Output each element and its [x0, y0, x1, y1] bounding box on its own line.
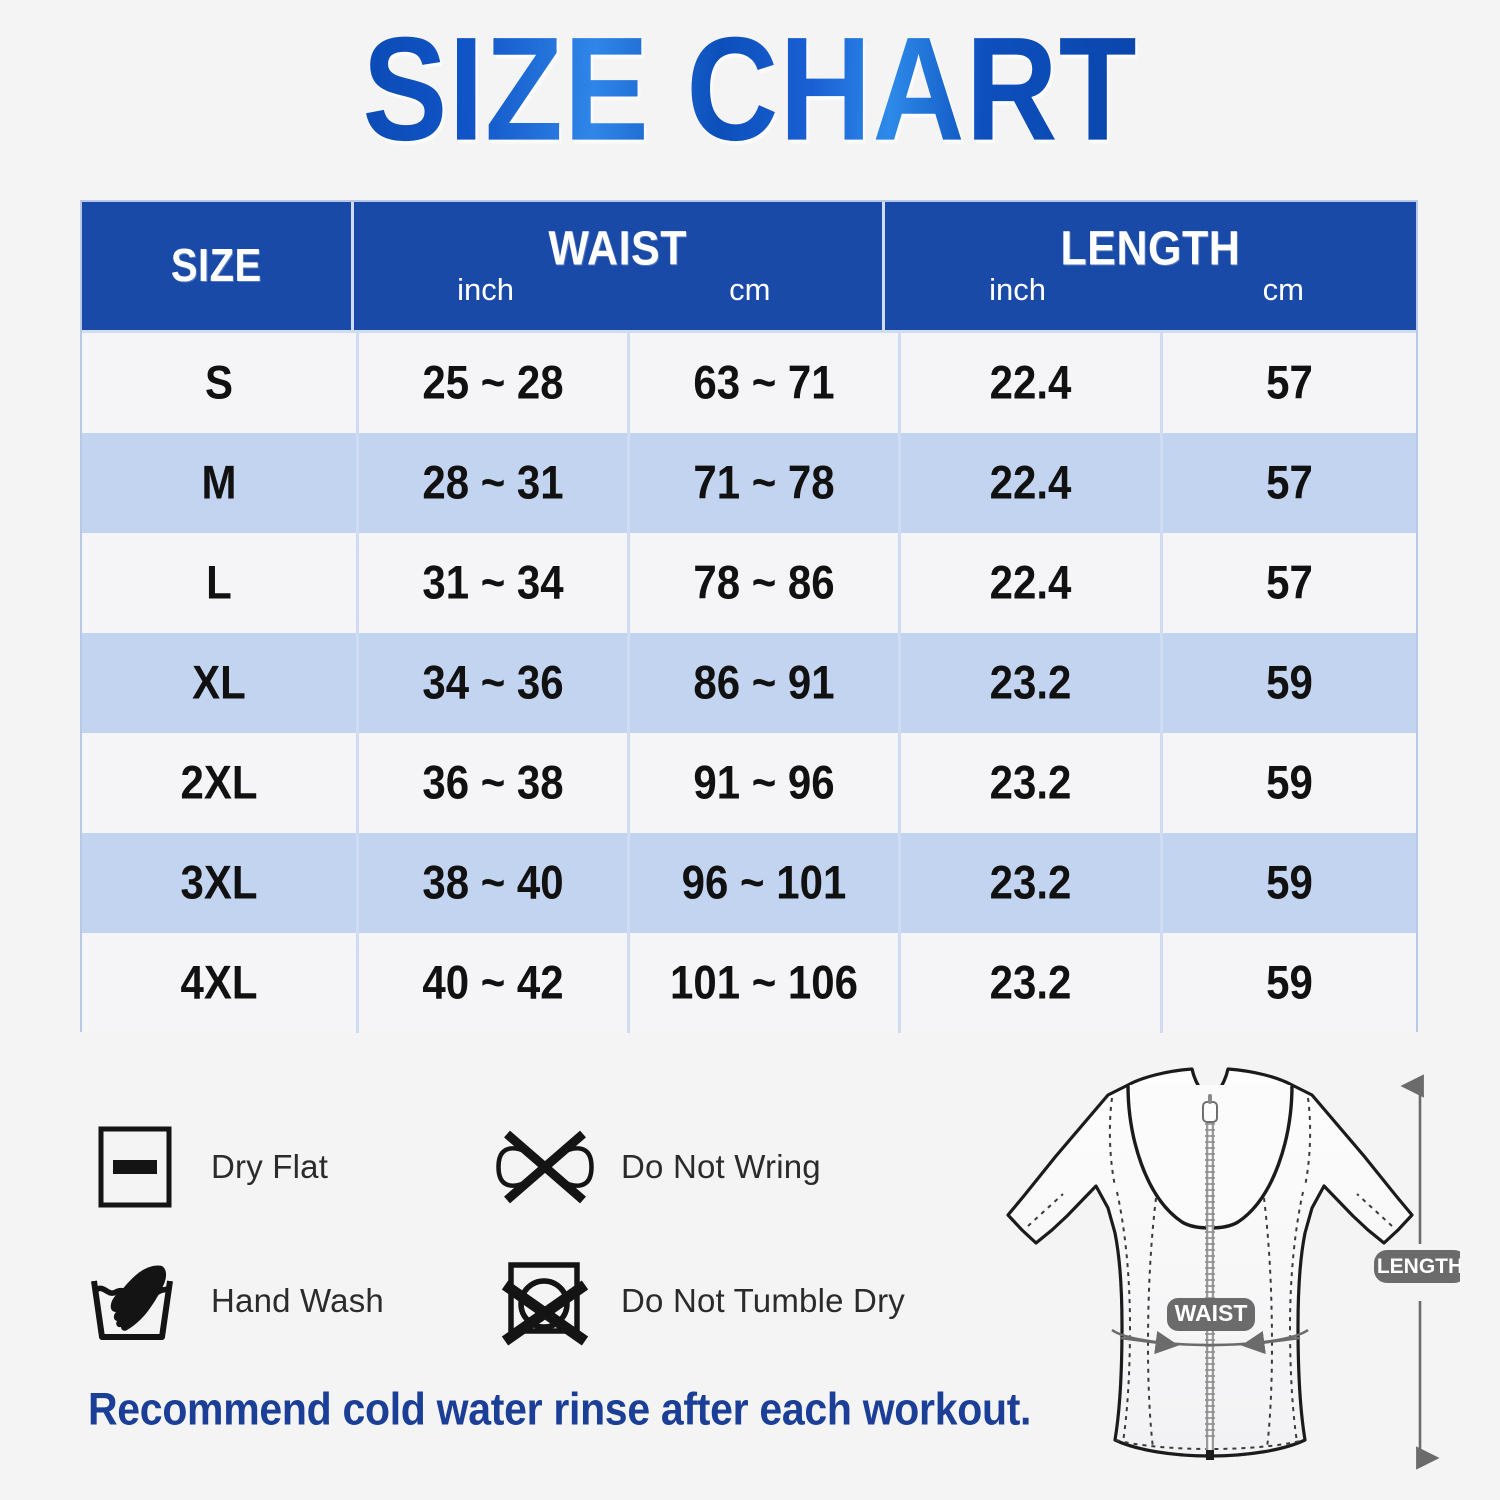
table-row: XL 34 ~ 36 86 ~ 91 23.2 59 — [82, 633, 1416, 733]
table-header-length-label: LENGTH — [1060, 222, 1241, 276]
cell-size: M — [82, 433, 359, 533]
table-row: 2XL 36 ~ 38 91 ~ 96 23.2 59 — [82, 733, 1416, 833]
table-header-waist-cm: cm — [729, 272, 771, 307]
table-row: M 28 ~ 31 71 ~ 78 22.4 57 — [82, 433, 1416, 533]
care-item-dry-flat: Dry Flat — [85, 1100, 495, 1234]
length-measure: LENGTH — [1374, 1074, 1460, 1470]
cell-length-inch: 23.2 — [901, 633, 1163, 733]
cell-size: XL — [82, 633, 359, 733]
care-item-hand-wash: Hand Wash — [85, 1234, 495, 1368]
care-label-dry-flat: Dry Flat — [211, 1148, 329, 1185]
cell-length-cm: 59 — [1266, 656, 1313, 709]
care-label-do-not-wring: Do Not Wring — [621, 1148, 821, 1185]
cell-length-inch: 23.2 — [901, 733, 1163, 833]
cell-length-cm: 59 — [1266, 756, 1313, 809]
cell-waist-cm: 96 ~ 101 — [630, 833, 901, 933]
waist-measure: WAIST — [1111, 1298, 1309, 1355]
length-badge-label: LENGTH — [1377, 1255, 1460, 1278]
footer-note: Recommend cold water rinse after each wo… — [88, 1384, 1032, 1435]
cell-waist-cm: 86 ~ 91 — [630, 633, 901, 733]
care-item-do-not-tumble-dry: Do Not Tumble Dry — [495, 1234, 965, 1368]
cell-length-inch: 22.4 — [901, 433, 1163, 533]
table-header-length-inch: inch — [989, 272, 1047, 307]
care-item-do-not-wring: Do Not Wring — [495, 1100, 965, 1234]
garment-seams — [1027, 1097, 1393, 1450]
table-header-waist: WAIST inch cm — [354, 202, 885, 330]
care-label-do-not-tumble-dry: Do Not Tumble Dry — [621, 1282, 905, 1319]
cell-waist-cm: 71 ~ 78 — [630, 433, 901, 533]
cell-waist-cm: 63 ~ 71 — [630, 333, 901, 433]
cell-waist-inch: 31 ~ 34 — [359, 533, 630, 633]
garment-cuffs — [1021, 1229, 1399, 1244]
care-row-2: Hand Wash Do Not Tumble Dry — [85, 1234, 965, 1368]
cell-length-cm: 57 — [1266, 556, 1313, 609]
cell-size: 4XL — [82, 933, 359, 1033]
cell-size: 3XL — [82, 833, 359, 933]
zipper — [1202, 1094, 1218, 1460]
table-row: L 31 ~ 34 78 ~ 86 22.4 57 — [82, 533, 1416, 633]
cell-length-inch: 22.4 — [901, 533, 1163, 633]
cell-length-cm: 57 — [1266, 456, 1313, 509]
cell-waist-inch: 38 ~ 40 — [359, 833, 630, 933]
cell-waist-inch: 25 ~ 28 — [359, 333, 630, 433]
cell-length-inch: 22.4 — [901, 333, 1163, 433]
table-row: 3XL 38 ~ 40 96 ~ 101 23.2 59 — [82, 833, 1416, 933]
cell-size: 2XL — [82, 733, 359, 833]
cell-length-cm: 57 — [1266, 356, 1313, 409]
waist-badge-label: WAIST — [1175, 1300, 1248, 1326]
cell-length-inch: 23.2 — [901, 933, 1163, 1033]
hand-wash-icon — [85, 1251, 185, 1351]
dry-flat-icon — [85, 1117, 185, 1217]
cell-waist-inch: 28 ~ 31 — [359, 433, 630, 533]
page-title-container: SIZE CHART — [0, 14, 1500, 164]
do-not-wring-icon — [495, 1117, 595, 1217]
cell-size: L — [82, 533, 359, 633]
table-header-length-cm: cm — [1262, 272, 1304, 307]
table-header-size-label: SIZE — [170, 240, 262, 291]
cell-size: S — [82, 333, 359, 433]
cell-waist-inch: 36 ~ 38 — [359, 733, 630, 833]
cell-waist-cm: 78 ~ 86 — [630, 533, 901, 633]
table-header-size: SIZE — [82, 202, 354, 330]
cell-length-cm: 59 — [1266, 856, 1313, 909]
cell-waist-cm: 101 ~ 106 — [630, 933, 901, 1033]
garment-illustration: WAIST LENGTH — [960, 1058, 1460, 1500]
table-row: S 25 ~ 28 63 ~ 71 22.4 57 — [82, 333, 1416, 433]
cell-length-inch: 23.2 — [901, 833, 1163, 933]
cell-waist-inch: 34 ~ 36 — [359, 633, 630, 733]
table-body: S 25 ~ 28 63 ~ 71 22.4 57 M 28 ~ 31 71 ~… — [82, 333, 1416, 1033]
care-instructions: Dry Flat Do Not Wring — [85, 1100, 965, 1368]
cell-waist-inch: 40 ~ 42 — [359, 933, 630, 1033]
table-header-waist-inch: inch — [457, 272, 515, 307]
table-header-length: LENGTH inch cm — [885, 202, 1416, 330]
care-row-1: Dry Flat Do Not Wring — [85, 1100, 965, 1234]
size-chart-table: SIZE WAIST inch cm LENGTH inch cm — [80, 200, 1418, 1033]
care-label-hand-wash: Hand Wash — [211, 1282, 384, 1319]
cell-length-cm: 59 — [1266, 956, 1313, 1009]
page-title: SIZE CHART — [362, 6, 1138, 172]
table-header-row: SIZE WAIST inch cm LENGTH inch cm — [82, 202, 1416, 333]
table-row: 4XL 40 ~ 42 101 ~ 106 23.2 59 — [82, 933, 1416, 1033]
table-header-waist-label: WAIST — [548, 222, 688, 276]
do-not-tumble-dry-icon — [495, 1251, 595, 1351]
cell-waist-cm: 91 ~ 96 — [630, 733, 901, 833]
